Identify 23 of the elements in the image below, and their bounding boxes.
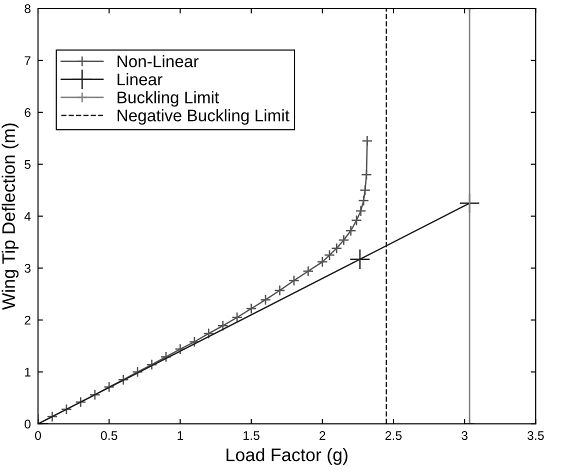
x-tick-label: 2.5 (385, 431, 402, 440)
legend-label: Non-Linear (118, 55, 198, 68)
y-tick-label: 7 (24, 56, 30, 65)
x-tick-label: 1.5 (244, 431, 260, 440)
y-tick-label: 1 (25, 368, 30, 376)
x-tick-label: 2 (320, 431, 326, 440)
y-tick-label: 4 (24, 212, 31, 221)
x-tick-label: 3.5 (527, 431, 544, 440)
y-tick-label: 8 (24, 4, 31, 14)
x-tick-label: 1 (178, 431, 184, 440)
legend-label: Negative Buckling Limit (118, 109, 290, 125)
legend-label: Linear (118, 73, 162, 86)
y-tick-label: 3 (24, 264, 31, 273)
legend-label: Buckling Limit (118, 91, 219, 107)
y-tick-label: 2 (24, 316, 30, 325)
y-tick-label: 6 (24, 108, 31, 117)
y-axis-title: Wing Tip Deflection (m) (2, 123, 19, 310)
x-tick-label: 0 (35, 431, 42, 440)
x-axis-title: Load Factor (g) (226, 448, 348, 465)
y-tick-label: 0 (24, 420, 31, 429)
y-tick-label: 5 (24, 160, 31, 169)
x-tick-label: 3 (462, 431, 468, 440)
x-tick-label: 0.5 (100, 431, 118, 440)
